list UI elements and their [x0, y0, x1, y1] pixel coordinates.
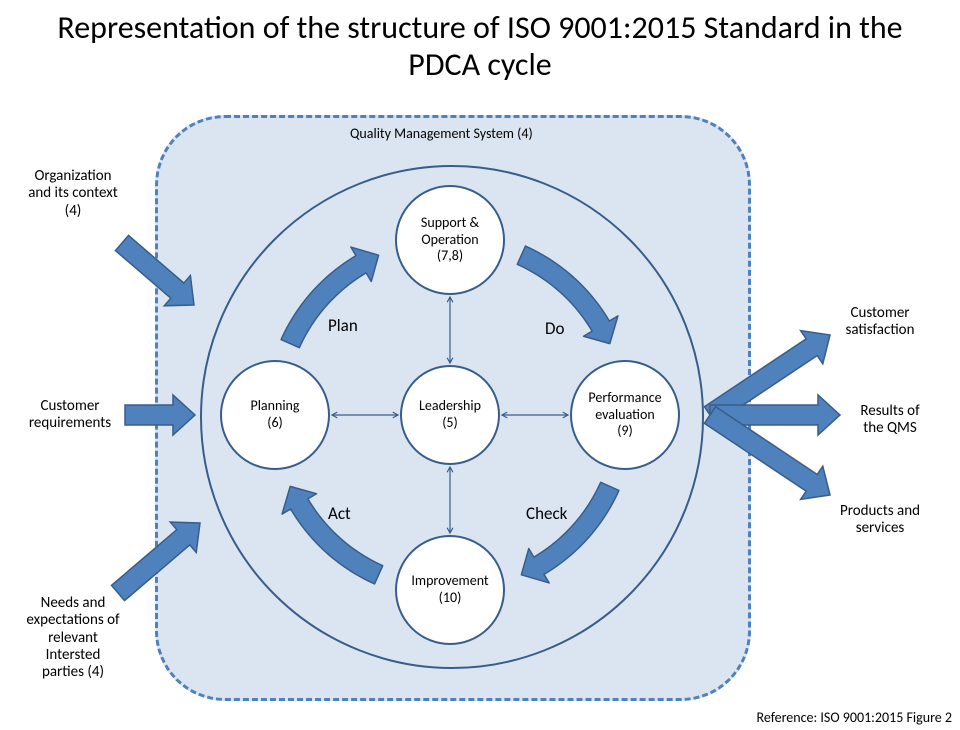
label-customer-requirements: Customerrequirements: [10, 398, 130, 433]
label-organization-context: Organizationand its context(4): [3, 168, 143, 220]
phase-check: Check: [526, 503, 567, 524]
node-leadership: Leadership(5): [400, 365, 500, 465]
phase-do: Do: [545, 318, 564, 339]
node-planning: Planning(6): [220, 360, 330, 470]
label-products-services: Products andservices: [810, 503, 950, 538]
page-title: Representation of the structure of ISO 9…: [40, 10, 920, 84]
phase-act: Act: [328, 503, 351, 524]
node-improvement: Improvement(10): [395, 535, 505, 645]
label-results-qms: Results ofthe QMS: [830, 403, 950, 438]
reference-text: Reference: ISO 9001:2015 Figure 2: [757, 709, 953, 726]
diagram-canvas: Quality Management System (4) Leadership…: [0, 105, 960, 730]
phase-plan: Plan: [328, 315, 358, 336]
label-customer-satisfaction: Customersatisfaction: [810, 305, 950, 340]
node-performance-evaluation: Performanceevaluation(9): [570, 360, 680, 470]
node-support-operation: Support &Operation(7,8): [395, 185, 505, 295]
label-needs-expectations: Needs andexpectations ofrelevantInterste…: [3, 595, 143, 681]
